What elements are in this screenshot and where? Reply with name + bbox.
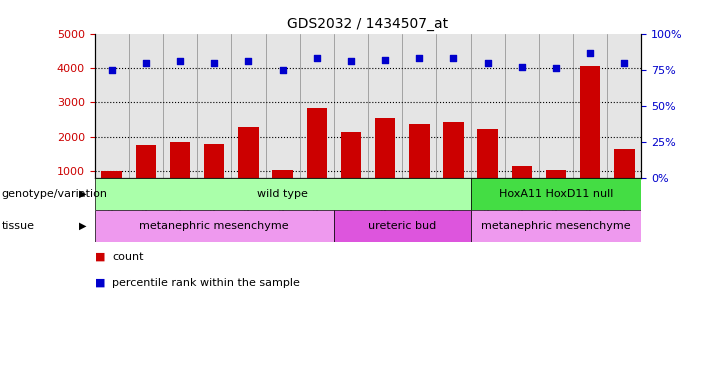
Bar xyxy=(512,166,532,178)
Bar xyxy=(505,34,539,178)
Bar xyxy=(477,129,498,178)
Bar xyxy=(231,34,266,178)
Bar xyxy=(273,170,293,178)
Point xyxy=(106,67,117,73)
Text: percentile rank within the sample: percentile rank within the sample xyxy=(112,278,300,288)
Text: genotype/variation: genotype/variation xyxy=(1,189,107,199)
Bar xyxy=(102,171,122,178)
Bar xyxy=(334,34,368,178)
Text: ureteric bud: ureteric bud xyxy=(368,221,436,231)
Point xyxy=(585,50,596,55)
Bar xyxy=(238,127,259,178)
Bar xyxy=(402,34,436,178)
Point xyxy=(209,60,220,66)
Point xyxy=(619,60,630,66)
Title: GDS2032 / 1434507_at: GDS2032 / 1434507_at xyxy=(287,17,449,32)
Point xyxy=(175,58,186,64)
Bar xyxy=(614,149,634,178)
Bar xyxy=(409,124,430,178)
Bar xyxy=(95,210,334,242)
Text: wild type: wild type xyxy=(257,189,308,199)
Bar xyxy=(546,170,566,178)
Point xyxy=(277,67,288,73)
Bar xyxy=(341,132,361,178)
Text: metanephric mesenchyme: metanephric mesenchyme xyxy=(139,221,289,231)
Text: tissue: tissue xyxy=(1,221,34,231)
Bar xyxy=(436,34,470,178)
Point xyxy=(379,57,390,63)
Bar xyxy=(607,34,641,178)
Text: ▶: ▶ xyxy=(79,189,86,199)
Point xyxy=(448,55,459,61)
Point xyxy=(346,58,357,64)
Bar xyxy=(204,144,224,178)
Text: count: count xyxy=(112,252,144,262)
Point xyxy=(311,55,322,61)
Point xyxy=(516,64,527,70)
Bar xyxy=(573,34,607,178)
Text: metanephric mesenchyme: metanephric mesenchyme xyxy=(481,221,631,231)
Bar xyxy=(443,122,464,178)
Text: HoxA11 HoxD11 null: HoxA11 HoxD11 null xyxy=(499,189,613,199)
Bar xyxy=(197,34,231,178)
Point xyxy=(243,58,254,64)
Bar xyxy=(300,34,334,178)
Bar xyxy=(136,146,156,178)
Bar xyxy=(368,34,402,178)
Bar xyxy=(266,34,300,178)
Bar xyxy=(470,210,641,242)
Bar xyxy=(470,34,505,178)
Point xyxy=(482,60,494,66)
Point xyxy=(414,55,425,61)
Text: ■: ■ xyxy=(95,252,105,262)
Point xyxy=(550,65,562,71)
Text: ▶: ▶ xyxy=(79,221,86,231)
Point xyxy=(140,60,151,66)
Bar xyxy=(95,178,470,210)
Bar xyxy=(334,210,470,242)
Bar xyxy=(163,34,197,178)
Bar xyxy=(170,142,191,178)
Bar xyxy=(539,34,573,178)
Bar xyxy=(580,66,601,178)
Text: ■: ■ xyxy=(95,278,105,288)
Bar xyxy=(95,34,129,178)
Bar xyxy=(306,108,327,178)
Bar xyxy=(129,34,163,178)
Bar xyxy=(375,118,395,178)
Bar xyxy=(470,178,641,210)
